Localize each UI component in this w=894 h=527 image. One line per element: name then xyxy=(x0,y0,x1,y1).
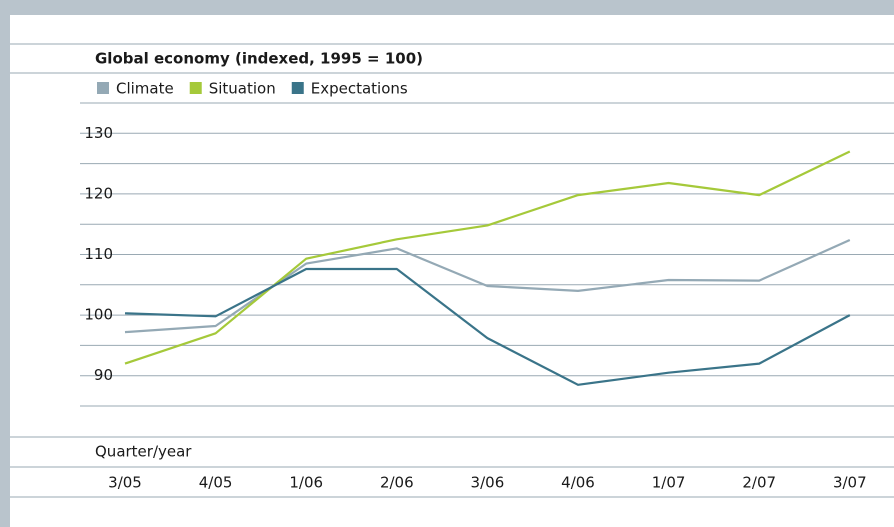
x-tick-label: 4/05 xyxy=(199,474,233,492)
x-tick-label: 1/07 xyxy=(652,474,686,492)
series-line xyxy=(124,150,851,365)
y-tick-label: 100 xyxy=(84,306,113,324)
y-tick-label: 130 xyxy=(84,124,113,142)
x-tick-label: 3/07 xyxy=(833,474,867,492)
y-tick-label: 120 xyxy=(84,184,113,202)
legend-swatch xyxy=(291,82,304,94)
chart-title: Global economy (indexed, 1995 = 100) xyxy=(95,50,423,68)
y-tick-label: 90 xyxy=(94,366,113,384)
legend-label: Situation xyxy=(209,80,276,98)
x-tick-label: 3/06 xyxy=(471,474,505,492)
x-tick-label: 2/07 xyxy=(742,474,776,492)
x-tick-label: 3/05 xyxy=(108,474,142,492)
series-line xyxy=(124,238,851,334)
legend-swatch xyxy=(189,82,202,94)
x-axis-label: Quarter/year xyxy=(95,443,192,461)
legend-label: Expectations xyxy=(311,80,408,98)
legend-label: Climate xyxy=(116,80,174,98)
legend-swatch xyxy=(97,82,109,94)
y-tick-label: 110 xyxy=(84,245,113,263)
series-line xyxy=(124,267,851,386)
x-tick-label: 1/06 xyxy=(289,474,323,492)
x-tick-label: 4/06 xyxy=(561,474,595,492)
x-tick-label: 2/06 xyxy=(380,474,414,492)
